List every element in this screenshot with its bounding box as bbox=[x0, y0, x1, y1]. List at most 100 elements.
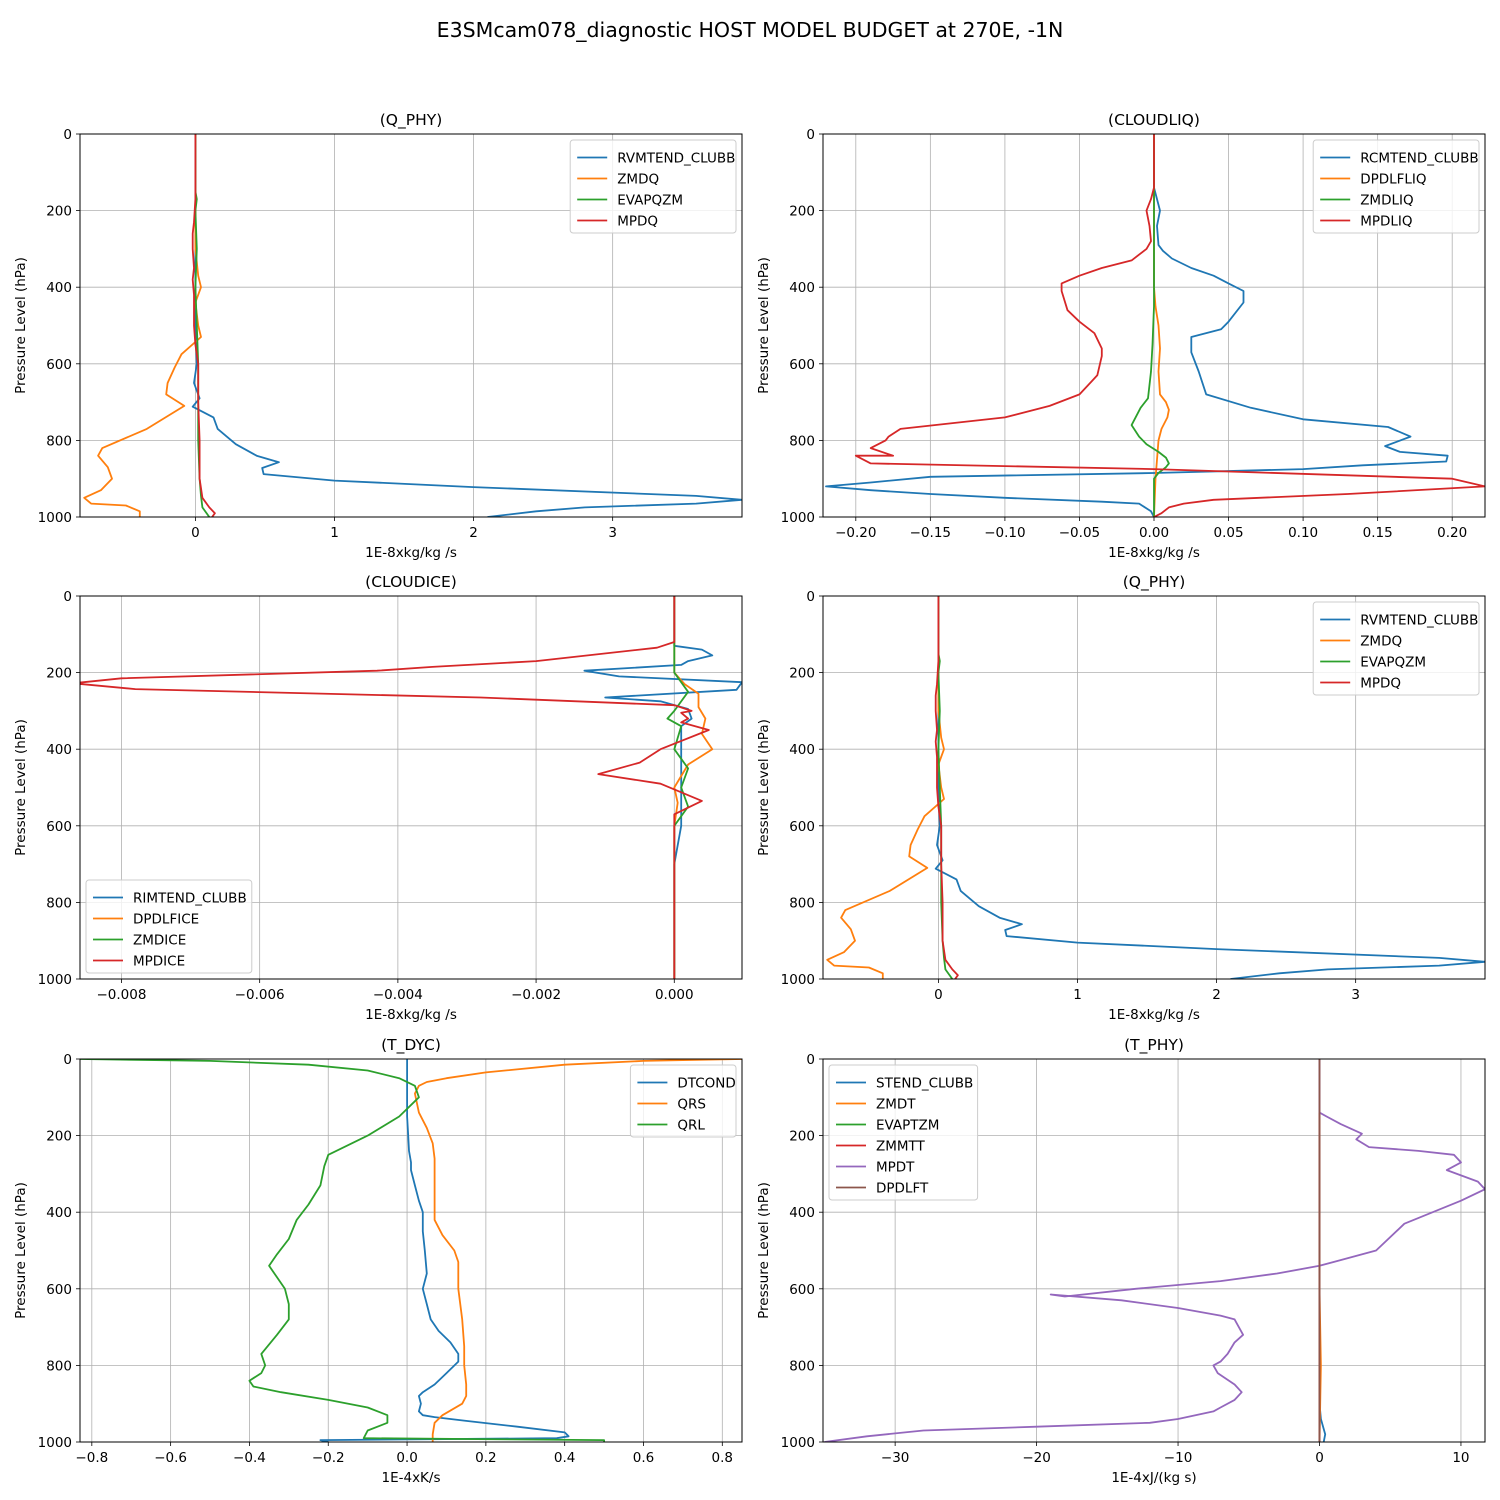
legend-entry: STEND_CLUBB bbox=[876, 1076, 973, 1092]
x-tick-label: −30 bbox=[881, 1450, 910, 1466]
x-tick-label: −0.05 bbox=[1059, 525, 1100, 541]
x-tick-label: 0.4 bbox=[554, 1450, 575, 1466]
x-tick-label: −0.006 bbox=[235, 987, 285, 1003]
legend-entry: ZMDLIQ bbox=[1360, 193, 1413, 209]
series-line-evapqzm bbox=[194, 134, 211, 517]
legend-entry: EVAPQZM bbox=[617, 193, 683, 209]
y-tick-label: 1000 bbox=[38, 510, 72, 526]
legend-box bbox=[569, 139, 737, 234]
x-tick-label: 0.10 bbox=[1288, 525, 1318, 541]
x-tick-label: −10 bbox=[1164, 1450, 1193, 1466]
x-axis-label: 1E-8xkg/kg /s bbox=[1108, 1007, 1200, 1023]
x-tick-label: −0.004 bbox=[373, 987, 423, 1003]
x-axis-label: 1E-4xJ/(kg s) bbox=[1111, 1470, 1196, 1486]
x-tick-label: −0.2 bbox=[312, 1450, 345, 1466]
chart-panel-6: −30 −20 −10 0 1002004006008001000(T_PHY)1E-4… bbox=[756, 1036, 1486, 1486]
y-axis-label: Pressure Level (hPa) bbox=[13, 257, 29, 394]
y-tick-label: 200 bbox=[46, 666, 72, 682]
x-tick-label: 0 bbox=[191, 525, 200, 541]
x-axis-label: 1E-8xkg/kg /s bbox=[1108, 545, 1200, 561]
panel-title: (T_DYC) bbox=[381, 1036, 441, 1055]
x-tick-label: 1 bbox=[1073, 987, 1082, 1003]
legend: RVMTEND_CLUBB ZMDQ EVAPQZM MPDQ bbox=[569, 139, 737, 234]
y-axis-label: Pressure Level (hPa) bbox=[13, 1182, 29, 1319]
legend: RCMTEND_CLUBB DPDLFLIQ ZMDLIQ MPDLIQ bbox=[1312, 139, 1480, 234]
figure-title: E3SMcam078_diagnostic HOST MODEL BUDGET … bbox=[437, 18, 1064, 43]
series-line-dtcond bbox=[319, 1059, 570, 1442]
legend: RIMTEND_CLUBB DPDLFICE ZMDICE MPDICE bbox=[85, 879, 253, 974]
y-tick-label: 400 bbox=[789, 280, 815, 296]
series-line-zmdice bbox=[666, 596, 689, 979]
x-tick-label: 0.2 bbox=[475, 1450, 496, 1466]
legend-entry: ZMDQ bbox=[1360, 634, 1402, 650]
legend-entry: ZMDT bbox=[876, 1097, 916, 1113]
x-tick-label: 0.05 bbox=[1214, 525, 1244, 541]
chart-panel-3: −0.008 −0.006 −0.004 −0.002 0.000 0 200 400 600 8… bbox=[13, 573, 743, 1023]
legend-box bbox=[1312, 601, 1480, 696]
x-tick-label: −0.20 bbox=[835, 525, 876, 541]
x-tick-label: 0 bbox=[934, 987, 943, 1003]
legend-entry: ZMMTT bbox=[876, 1139, 926, 1155]
x-tick-label: 0.20 bbox=[1437, 525, 1467, 541]
x-axis-label: 1E-8xkg/kg /s bbox=[365, 1007, 457, 1023]
series-line-mpdq bbox=[934, 596, 959, 979]
y-tick-label: 800 bbox=[46, 433, 72, 449]
legend-entry: RVMTEND_CLUBB bbox=[617, 151, 735, 167]
legend: DTCOND QRS QRL bbox=[629, 1064, 737, 1138]
legend-entry: ZMDQ bbox=[617, 172, 659, 188]
x-tick-label: 0.00 bbox=[1139, 525, 1169, 541]
chart-panel-2: −0.20 −0.15 −0.10 −0.05 0.00 0.05 0.10 0.15 0.20… bbox=[756, 111, 1486, 561]
y-tick-label: 0 bbox=[806, 589, 815, 605]
legend-box bbox=[85, 879, 253, 974]
series-line-qrs bbox=[414, 1059, 742, 1442]
y-tick-label: 0 bbox=[63, 127, 72, 143]
legend: STEND_CLUBB ZMDT EVAPTZM ZMMTT MPDT DPDLFT bbox=[828, 1064, 979, 1201]
axes-frame bbox=[822, 133, 1486, 518]
y-tick-label: 0 bbox=[806, 1052, 815, 1068]
y-tick-label: 200 bbox=[789, 666, 815, 682]
x-tick-label: 0 bbox=[1315, 1450, 1324, 1466]
legend-entry: DPDLFLIQ bbox=[1360, 172, 1426, 188]
y-tick-label: 800 bbox=[46, 1358, 72, 1374]
y-tick-label: 800 bbox=[789, 1358, 815, 1374]
y-tick-label: 200 bbox=[46, 204, 72, 220]
axes-frame bbox=[79, 595, 743, 980]
y-tick-label: 200 bbox=[46, 1129, 72, 1145]
y-tick-label: 0 bbox=[63, 589, 72, 605]
series-line-dpdlfliq bbox=[1153, 134, 1170, 517]
series-line-mpdt bbox=[824, 1059, 1485, 1442]
y-tick-label: 600 bbox=[789, 1282, 815, 1298]
axes-frame bbox=[79, 133, 743, 518]
x-tick-label: 10 bbox=[1452, 1450, 1469, 1466]
y-tick-label: 600 bbox=[789, 819, 815, 835]
x-tick-label: 3 bbox=[1351, 987, 1360, 1003]
y-axis-label: Pressure Level (hPa) bbox=[756, 1182, 772, 1319]
series-line-mpdliq bbox=[854, 134, 1485, 517]
y-tick-label: 0 bbox=[63, 1052, 72, 1068]
chart-panel-1: 0 1 2 3 0 200 400 600 800 1000 (Q_PHY) 1E-8xkg/kg /… bbox=[13, 111, 743, 561]
axes-frame bbox=[822, 595, 1486, 980]
y-tick-label: 200 bbox=[789, 1129, 815, 1145]
legend-entry: RVMTEND_CLUBB bbox=[1360, 613, 1478, 629]
series-line-rcmtend_clubb bbox=[825, 134, 1449, 517]
legend-entry: RCMTEND_CLUBB bbox=[1360, 151, 1478, 167]
legend-entry: MPDQ bbox=[1360, 676, 1401, 692]
legend-box bbox=[1312, 139, 1480, 234]
x-tick-label: −0.10 bbox=[984, 525, 1025, 541]
y-tick-label: 400 bbox=[789, 742, 815, 758]
x-tick-label: 0.000 bbox=[655, 987, 694, 1003]
legend-entry: EVAPTZM bbox=[876, 1118, 939, 1134]
legend-entry: MPDLIQ bbox=[1360, 214, 1412, 230]
y-tick-label: 0 bbox=[806, 127, 815, 143]
legend-entry: RIMTEND_CLUBB bbox=[133, 891, 247, 907]
axes-frame bbox=[79, 1058, 743, 1443]
y-axis-label: Pressure Level (hPa) bbox=[13, 719, 29, 856]
legend-entry: EVAPQZM bbox=[1360, 655, 1426, 671]
y-tick-label: 1000 bbox=[781, 1435, 815, 1451]
x-tick-label: −0.8 bbox=[75, 1450, 108, 1466]
y-tick-label: 400 bbox=[46, 1205, 72, 1221]
x-axis-label: 1E-8xkg/kg /s bbox=[365, 545, 457, 561]
x-tick-label: 0.8 bbox=[712, 1450, 733, 1466]
